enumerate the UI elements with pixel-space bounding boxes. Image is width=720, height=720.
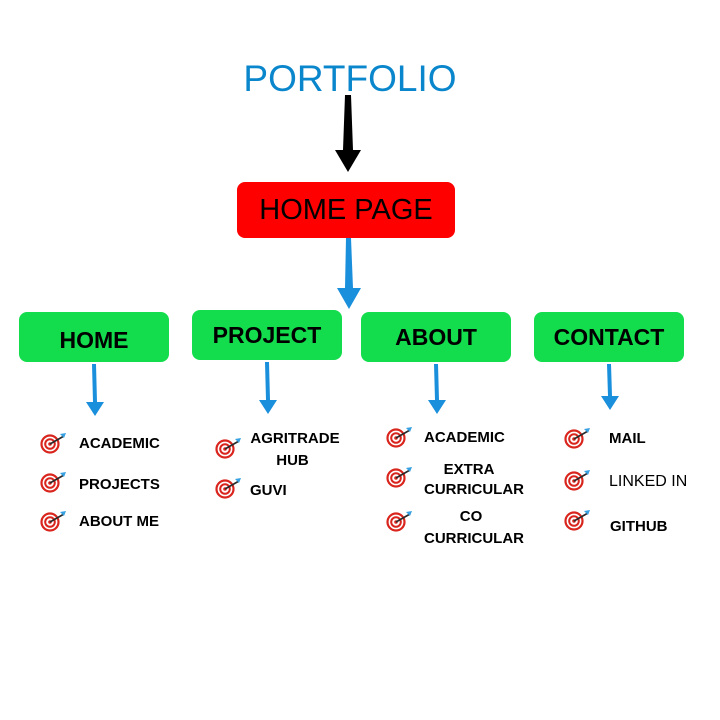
arrow-title-to-home-page — [335, 95, 361, 172]
list-item: PROJECTS — [79, 476, 160, 493]
list-item: GITHUB — [610, 518, 668, 535]
diagram-title: PORTFOLIO — [243, 58, 457, 99]
target-icon — [215, 436, 243, 459]
target-icon — [386, 465, 414, 488]
target-icon — [564, 468, 592, 491]
home-page-node: HOME PAGE — [237, 182, 455, 238]
contact-section-label: CONTACT — [553, 323, 665, 350]
list-item: MAIL — [609, 430, 646, 447]
list-item: ACADEMIC — [79, 435, 160, 452]
list-item: HUB — [276, 452, 309, 469]
list-item: EXTRA — [443, 461, 495, 478]
arrow-home-section — [86, 364, 104, 416]
target-icon — [40, 470, 68, 493]
about-section-node: ABOUT — [361, 312, 511, 362]
home-section-label: HOME — [59, 326, 129, 353]
target-icon — [564, 426, 592, 449]
home-section-node: HOME — [19, 312, 169, 362]
arrow-contact-section — [601, 364, 619, 410]
target-icon — [564, 508, 592, 531]
list-item: CURRICULAR — [424, 481, 524, 498]
target-icon — [40, 431, 68, 454]
project-section-label: PROJECT — [212, 321, 322, 348]
arrow-home-page-to-sections — [337, 238, 361, 309]
list-item: GUVI — [250, 482, 287, 499]
list-item: LINKED IN — [609, 473, 688, 490]
contact-section-node: CONTACT — [534, 312, 684, 362]
list-item: AGRITRADE — [250, 430, 340, 447]
list-item: CO — [459, 508, 483, 525]
list-item: ABOUT ME — [79, 513, 159, 530]
list-item: ACADEMIC — [424, 429, 505, 446]
about-section-label: ABOUT — [395, 323, 477, 350]
arrow-about-section — [428, 364, 446, 414]
target-icon — [40, 509, 68, 532]
arrow-project-section — [259, 362, 277, 414]
list-item: CURRICULAR — [424, 530, 524, 547]
target-icon — [386, 509, 414, 532]
project-section-node: PROJECT — [192, 310, 342, 360]
target-icon — [386, 425, 414, 448]
home-page-label: HOME PAGE — [259, 193, 433, 226]
target-icon — [215, 476, 243, 499]
